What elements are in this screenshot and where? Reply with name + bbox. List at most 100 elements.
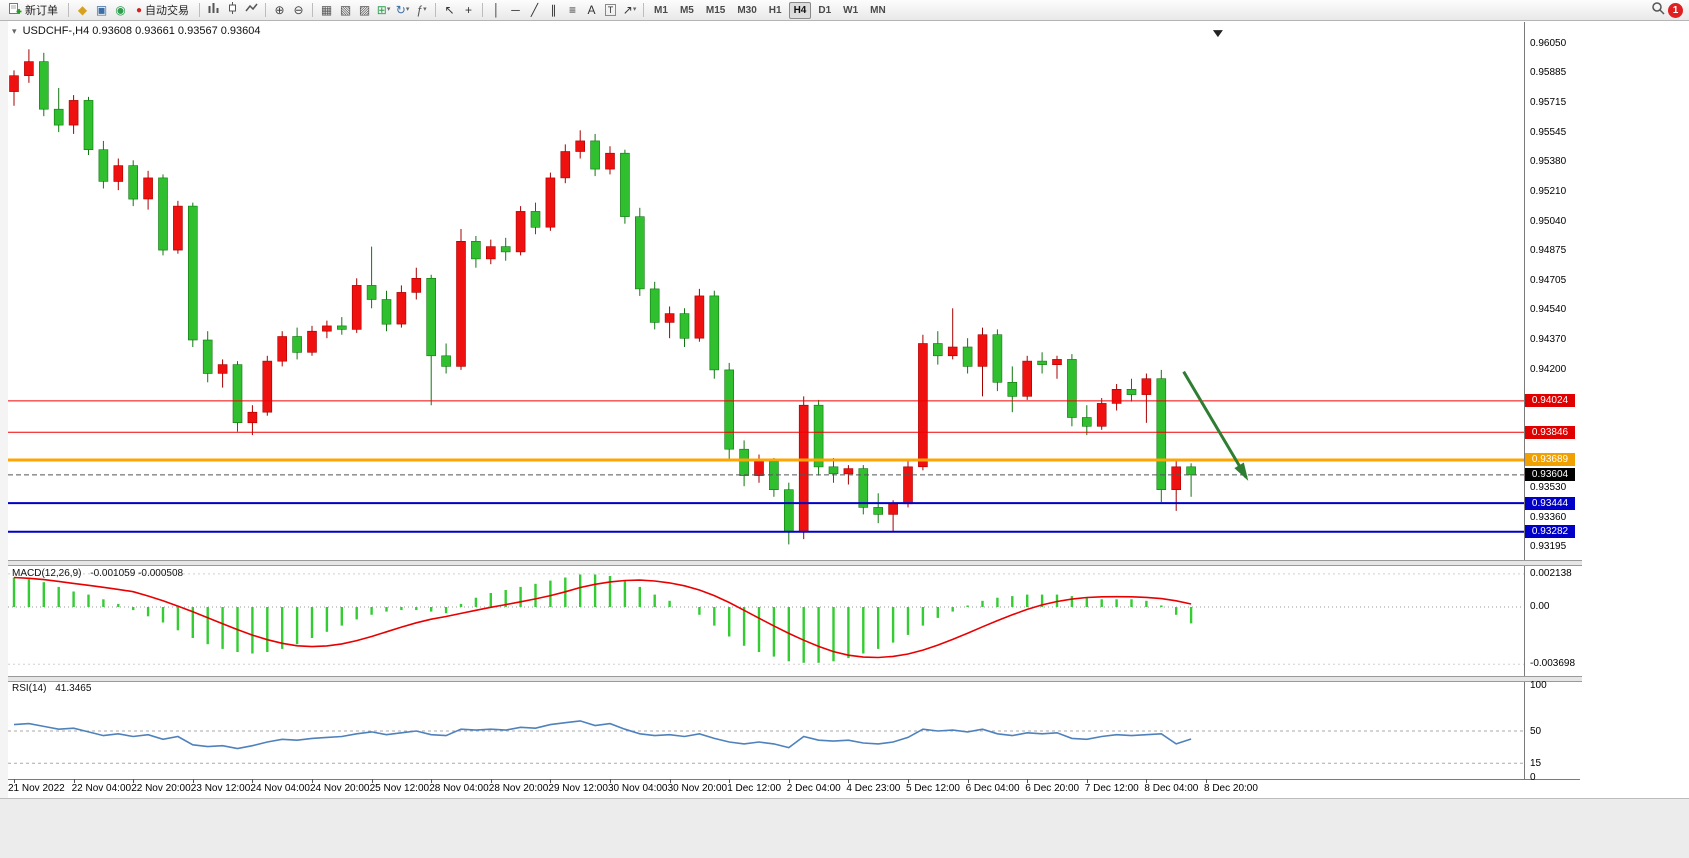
chevron-down-icon: ▾ — [632, 6, 637, 13]
charts-profile-icon[interactable]: ◆ — [77, 3, 88, 17]
price-axis-label: 0.93195 — [1530, 540, 1567, 552]
candle — [83, 96, 94, 155]
auto-arrange-icon[interactable]: ▨ — [358, 3, 371, 17]
candle — [1067, 354, 1077, 427]
arrows-icon[interactable]: ↗ ▾ — [622, 3, 637, 17]
trend-arrow[interactable] — [1182, 370, 1248, 479]
candle — [1141, 373, 1152, 423]
horizontal-line-icon[interactable]: ─ — [511, 3, 520, 17]
profiles-icon[interactable]: ↻ ▾ — [395, 3, 410, 17]
macd-histogram — [12, 574, 1193, 663]
time-axis-label: 1 Dec 12:00 — [727, 783, 782, 794]
timeframe-d1[interactable]: D1 — [818, 4, 832, 16]
candle — [977, 327, 988, 397]
macd-axis-label: 0.002138 — [1530, 567, 1572, 579]
timeframe-m5[interactable]: M5 — [679, 4, 694, 16]
candle — [38, 52, 49, 117]
new-order-button[interactable]: 新订单 — [4, 1, 63, 19]
crosshair-icon[interactable]: + — [465, 3, 473, 17]
channel-icon[interactable]: ∥ — [550, 3, 557, 17]
price-badge-0.93689: 0.93689 — [1525, 453, 1575, 467]
candle — [560, 144, 571, 184]
notification-badge[interactable]: 1 — [1668, 2, 1683, 18]
indicators-icon[interactable]: ƒ ▾ — [416, 3, 427, 17]
candle — [873, 493, 884, 524]
timeframe-h4[interactable]: H4 — [788, 1, 812, 19]
timeframe-m30[interactable]: M30 — [737, 4, 757, 16]
candle — [143, 170, 153, 210]
candle — [1037, 352, 1047, 374]
timeframe-m15[interactable]: M15 — [705, 4, 726, 16]
time-axis-label: 24 Nov 04:00 — [250, 783, 310, 794]
candle — [292, 327, 302, 360]
time-axis-tick — [133, 779, 135, 783]
price-axis-border — [1524, 22, 1525, 779]
price-axis-label: 0.95545 — [1530, 126, 1567, 138]
pane-splitter[interactable] — [8, 560, 1582, 566]
timeframe-m1[interactable]: M1 — [654, 4, 668, 16]
time-axis-tick — [550, 779, 552, 783]
text-icon[interactable]: A — [587, 3, 596, 17]
zoom-in-icon[interactable]: ⊕ — [274, 3, 285, 17]
price-axis-label: 0.95040 — [1530, 215, 1567, 227]
bar-chart-icon[interactable] — [205, 2, 222, 18]
fibonacci-icon[interactable]: ≡ — [569, 3, 577, 17]
macd-axis-label: -0.003698 — [1530, 658, 1576, 670]
candle — [634, 207, 645, 296]
timeframe-w1[interactable]: W1 — [843, 4, 859, 16]
price-badge-0.94024: 0.94024 — [1525, 394, 1575, 408]
candle — [947, 308, 958, 360]
chart-marker-triangle[interactable] — [1212, 30, 1223, 38]
chevron-down-icon: ▾ — [386, 6, 391, 13]
chart-symbol-period: USDCHF-,H4 — [22, 25, 90, 37]
zoom-out-icon[interactable]: ⊖ — [293, 3, 304, 17]
candle — [9, 70, 19, 106]
navigator-icon[interactable]: ◉ — [115, 3, 126, 17]
candle — [724, 362, 735, 460]
rsi-indicator-value: 41.3465 — [55, 683, 92, 694]
candle — [485, 239, 496, 265]
vertical-line-icon[interactable]: │ — [492, 3, 501, 17]
candle — [336, 317, 347, 335]
chevron-down-icon: ▾ — [423, 6, 427, 13]
trendline-icon[interactable]: ╱ — [530, 3, 539, 17]
macd-indicator-values: -0.001059 -0.000508 — [90, 568, 184, 579]
market-watch-icon[interactable]: ▣ — [95, 3, 108, 17]
text-label-icon[interactable]: T — [602, 2, 619, 18]
candle — [1007, 366, 1018, 413]
line-chart-icon[interactable] — [243, 2, 260, 18]
macd-pane[interactable] — [8, 566, 1524, 676]
rsi-label: RSI(14) 41.3465 — [12, 683, 91, 694]
timeframe-h1[interactable]: H1 — [768, 4, 782, 16]
toolbar-separator — [643, 3, 645, 17]
time-axis-tick — [1027, 779, 1029, 783]
search-icon[interactable] — [1649, 2, 1666, 18]
toolbar-separator — [68, 3, 69, 17]
timeframe-mn[interactable]: MN — [870, 4, 886, 16]
time-axis-tick — [908, 779, 909, 783]
time-axis-tick — [371, 779, 373, 783]
time-axis-label: 28 Nov 04:00 — [429, 783, 489, 794]
time-axis-label: 23 Nov 12:00 — [190, 783, 251, 794]
cursor-icon[interactable]: ↖ — [444, 3, 455, 17]
candle — [322, 320, 332, 339]
candlestick-chart-icon[interactable] — [224, 2, 241, 18]
candle — [262, 355, 273, 416]
price-badge-0.93282: 0.93282 — [1525, 525, 1575, 539]
candle — [858, 465, 869, 515]
one-click-collapse-icon[interactable]: ▾ — [12, 26, 17, 36]
pane-splitter[interactable] — [8, 676, 1582, 682]
candle — [918, 334, 928, 471]
tile-windows-icon[interactable]: ▦ — [320, 3, 333, 17]
candle — [188, 202, 198, 347]
autotrading-button[interactable]: ● 自动交易 — [131, 1, 194, 19]
price-axis-label: 0.93530 — [1530, 481, 1567, 493]
candle — [98, 140, 109, 189]
autotrading-button-label: 自动交易 — [145, 5, 190, 17]
main-price-pane[interactable] — [8, 22, 1524, 560]
cascade-windows-icon[interactable]: ▧ — [339, 3, 352, 17]
rsi-pane[interactable] — [8, 681, 1524, 779]
price-axis-label: 0.95210 — [1530, 185, 1567, 197]
new-chart-icon[interactable]: ⊞ ▾ — [376, 3, 391, 17]
time-axis-label: 5 Dec 12:00 — [906, 783, 960, 794]
